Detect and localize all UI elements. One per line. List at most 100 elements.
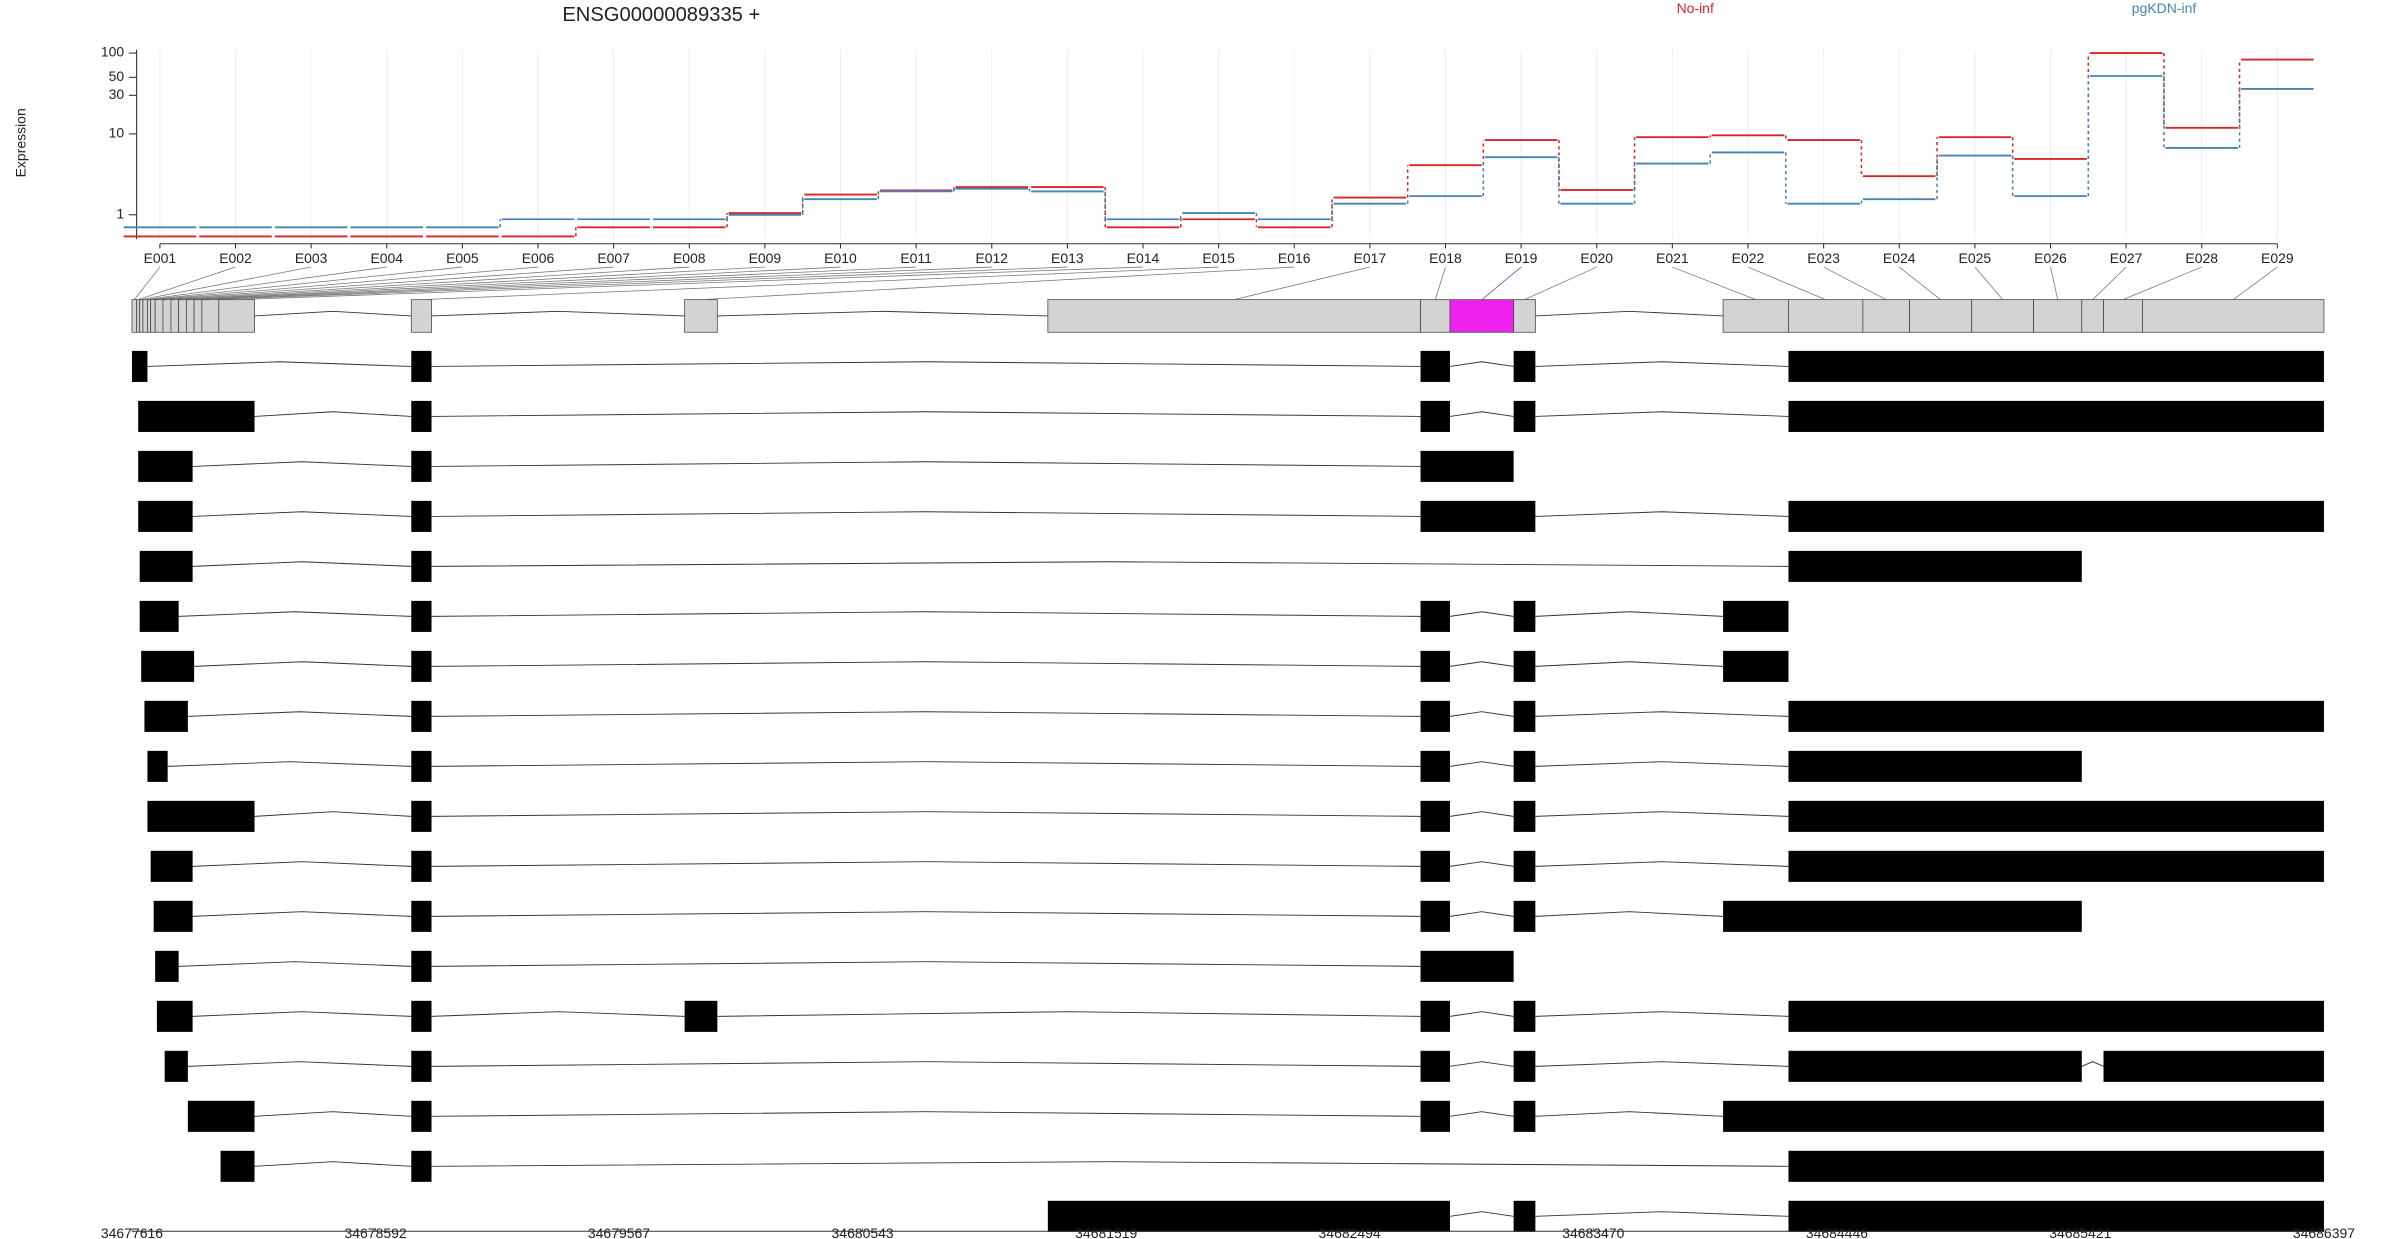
exon-bin [162, 299, 172, 333]
transcript-intron [1535, 811, 1789, 817]
transcript-intron [1449, 361, 1514, 367]
transcript-intron [717, 1011, 1421, 1017]
x-tick-label: E020 [1580, 250, 1613, 266]
transcript-exon [1420, 800, 1450, 832]
transcript-exon [1420, 1000, 1450, 1032]
exon-bin [2142, 299, 2325, 333]
transcript-exon [1420, 350, 1450, 382]
transcript-exon [411, 1000, 432, 1032]
transcript-exon [1788, 700, 2324, 732]
transcript-exon [1420, 700, 1450, 732]
transcript-intron [431, 511, 1421, 517]
transcript-intron [1449, 761, 1514, 767]
transcript-exon [1513, 850, 1536, 882]
gene-intron [717, 310, 1048, 317]
x-tick-label: E021 [1656, 250, 1689, 266]
transcript-exon [141, 650, 195, 682]
x-tick-label: E012 [975, 250, 1008, 266]
transcript-exon [2103, 1050, 2324, 1082]
transcript-intron [178, 961, 412, 967]
transcript-exon [1513, 900, 1536, 932]
transcript-intron [1535, 411, 1789, 417]
legend-label: No-inf [1677, 0, 1714, 16]
x-tick-label: E010 [824, 250, 857, 266]
bin-connector [1524, 266, 1597, 301]
genomic-tick-label: 34684446 [1806, 1225, 1868, 1239]
transcript-exon [1513, 750, 1536, 782]
transcript-intron [431, 1061, 1421, 1067]
exon-bin [193, 299, 203, 333]
transcript-intron [431, 361, 1421, 367]
transcript-intron [1535, 711, 1789, 717]
x-tick-label: E015 [1202, 250, 1235, 266]
genomic-tick-label: 34682494 [1319, 1225, 1381, 1239]
transcript-exon [411, 850, 432, 882]
x-tick-label: E005 [446, 250, 479, 266]
transcript-exon [411, 600, 432, 632]
bin-connector [2122, 266, 2202, 301]
transcript-intron [1535, 861, 1789, 867]
gene-intron [254, 310, 412, 317]
transcript-exon [155, 950, 179, 982]
transcript-intron [431, 461, 1421, 467]
bin-connector [1747, 266, 1826, 301]
bin-connector [1899, 266, 1941, 300]
transcript-exon [1513, 700, 1536, 732]
transcript-exon [1513, 600, 1536, 632]
transcript-intron [1535, 761, 1789, 767]
transcript-exon [1723, 1100, 2324, 1132]
transcript-intron [1535, 1111, 1724, 1117]
transcript-exon [1420, 400, 1450, 432]
transcript-intron [1449, 911, 1514, 917]
bin-connector [2232, 266, 2278, 300]
transcript-exon [411, 1050, 432, 1082]
transcript-intron [1535, 911, 1724, 917]
transcript-exon [1788, 750, 2082, 782]
genomic-tick-label: 34678592 [345, 1225, 407, 1239]
transcript-intron [1535, 1061, 1789, 1067]
transcript-exon [411, 900, 432, 932]
y-tick-label: 100 [101, 44, 125, 60]
gene-intron [431, 310, 685, 317]
transcript-exon [411, 700, 432, 732]
transcript-exon [411, 550, 432, 582]
transcript-exon [411, 800, 432, 832]
transcript-exon [1788, 500, 2324, 532]
transcript-intron [1535, 661, 1724, 667]
transcript-intron [1535, 511, 1789, 517]
bin-connector [182, 266, 841, 301]
exon-bin [1971, 299, 2035, 333]
genomic-tick-label: 34686397 [2293, 1225, 2355, 1239]
transcript-exon [131, 350, 148, 382]
transcript-intron [192, 461, 412, 467]
y-tick-label: 50 [109, 68, 125, 84]
transcript-exon [164, 1050, 188, 1082]
transcript-intron [254, 811, 412, 817]
transcript-exon [411, 950, 432, 982]
transcript-exon [1723, 900, 2082, 932]
transcript-intron [431, 911, 1421, 917]
bin-connector [1823, 266, 1887, 301]
transcript-intron [2081, 1061, 2104, 1067]
gene-intron [1535, 310, 1724, 317]
transcript-exon [1788, 850, 2324, 882]
transcript-exon [411, 350, 432, 382]
exon-bin [1722, 299, 1789, 333]
transcript-intron [1449, 661, 1514, 667]
transcript-intron [254, 1111, 412, 1117]
transcript-exon [139, 600, 179, 632]
transcript-exon [156, 1000, 193, 1032]
bin-connector [1974, 266, 2003, 300]
exon-bin [1862, 299, 1910, 333]
transcript-exon [139, 550, 193, 582]
transcript-exon [1420, 650, 1450, 682]
bin-connector [2092, 266, 2127, 300]
transcript-exon [1420, 450, 1514, 482]
transcript-exon [1513, 650, 1536, 682]
x-tick-label: E007 [597, 250, 630, 266]
transcript-exon [1788, 400, 2324, 432]
x-tick-label: E004 [370, 250, 403, 266]
bin-connector [149, 266, 463, 301]
transcript-exon [1788, 350, 2324, 382]
exon-bin [1513, 299, 1536, 333]
